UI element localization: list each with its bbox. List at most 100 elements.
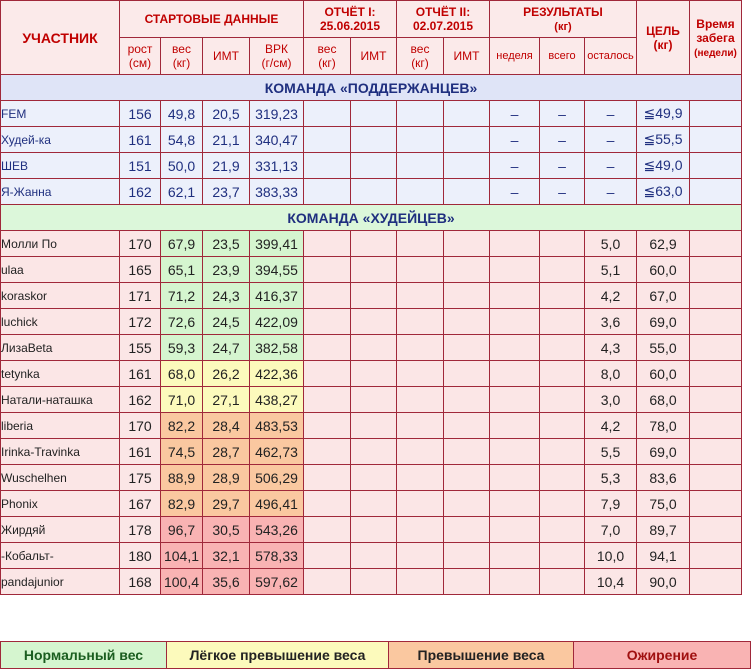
weight-cell: 100,4 xyxy=(160,568,203,595)
height-cell: 151 xyxy=(119,152,161,179)
vrk-cell: 496,41 xyxy=(249,490,304,517)
participant-name: liberia xyxy=(0,412,120,439)
table-row: koraskor 171 71,2 24,3 416,37 4,2 67,0 xyxy=(0,282,742,309)
weight-cell: 49,8 xyxy=(160,100,203,127)
weight-cell: 71,0 xyxy=(160,386,203,413)
report1-weight-cell xyxy=(303,126,351,153)
report1-weight-cell xyxy=(303,178,351,205)
weight-cell: 67,9 xyxy=(160,230,203,257)
weight-subheader: вес (кг) xyxy=(160,37,203,75)
bmi-cell: 30,5 xyxy=(202,516,250,543)
total-cell xyxy=(539,334,585,361)
time-cell xyxy=(689,126,742,153)
height-cell: 155 xyxy=(119,334,161,361)
weight-cell: 104,1 xyxy=(160,542,203,569)
participant-name: -Кобальт- xyxy=(0,542,120,569)
goal-cell: 90,0 xyxy=(636,568,690,595)
week-cell xyxy=(489,568,540,595)
height-cell: 165 xyxy=(119,256,161,283)
height-cell: 161 xyxy=(119,126,161,153)
total-cell xyxy=(539,438,585,465)
total-cell xyxy=(539,568,585,595)
left-cell: 5,1 xyxy=(584,256,637,283)
goal-cell: ≦49,0 xyxy=(636,152,690,179)
height-cell: 161 xyxy=(119,438,161,465)
report2-weight-cell xyxy=(396,516,444,543)
total-cell xyxy=(539,360,585,387)
left-cell: 5,5 xyxy=(584,438,637,465)
participant-name: Я-Жанна xyxy=(0,178,120,205)
week-cell xyxy=(489,282,540,309)
weight-cell: 62,1 xyxy=(160,178,203,205)
table-row: luchick 172 72,6 24,5 422,09 3,6 69,0 xyxy=(0,308,742,335)
report2-bmi-cell xyxy=(443,568,490,595)
left-cell: 3,0 xyxy=(584,386,637,413)
height-cell: 180 xyxy=(119,542,161,569)
height-cell: 167 xyxy=(119,490,161,517)
report2-weight-cell xyxy=(396,178,444,205)
weight-cell: 68,0 xyxy=(160,360,203,387)
week-cell xyxy=(489,256,540,283)
time-cell xyxy=(689,360,742,387)
week-cell xyxy=(489,412,540,439)
report1-bmi-cell xyxy=(350,126,397,153)
vrk-cell: 331,13 xyxy=(249,152,304,179)
week-cell xyxy=(489,490,540,517)
height-cell: 171 xyxy=(119,282,161,309)
total-cell xyxy=(539,542,585,569)
left-cell: 10,4 xyxy=(584,568,637,595)
bmi-cell: 24,7 xyxy=(202,334,250,361)
report1-bmi-cell xyxy=(350,308,397,335)
report1-bmi-cell xyxy=(350,360,397,387)
weight-cell: 96,7 xyxy=(160,516,203,543)
table-row: Irinka-Travinka 161 74,5 28,7 462,73 5,5 69,0 xyxy=(0,438,742,465)
left-cell: 10,0 xyxy=(584,542,637,569)
report2-weight-cell xyxy=(396,100,444,127)
left-cell: 4,3 xyxy=(584,334,637,361)
vrk-cell: 543,26 xyxy=(249,516,304,543)
participant-name: FEM xyxy=(0,100,120,127)
report2-weight-cell xyxy=(396,386,444,413)
report2-weight-cell xyxy=(396,308,444,335)
vrk-cell: 506,29 xyxy=(249,464,304,491)
report1-bmi-cell xyxy=(350,152,397,179)
goal-cell: 67,0 xyxy=(636,282,690,309)
week-cell xyxy=(489,334,540,361)
left-cell: 8,0 xyxy=(584,360,637,387)
bmi-cell: 27,1 xyxy=(202,386,250,413)
table-row: ШЕВ 151 50,0 21,9 331,13– – – ≦49,0 xyxy=(0,152,742,179)
weight-cell: 54,8 xyxy=(160,126,203,153)
time-cell xyxy=(689,542,742,569)
height-cell: 170 xyxy=(119,412,161,439)
report1-bmi-cell xyxy=(350,334,397,361)
total-cell xyxy=(539,516,585,543)
report2-bmi-cell xyxy=(443,100,490,127)
time-cell xyxy=(689,412,742,439)
total-cell xyxy=(539,256,585,283)
time-cell xyxy=(689,282,742,309)
report2-weight-cell xyxy=(396,126,444,153)
total-subheader: всего xyxy=(539,37,585,75)
weight-cell: 72,6 xyxy=(160,308,203,335)
participant-name: tetynka xyxy=(0,360,120,387)
participant-name: Натали-наташка xyxy=(0,386,120,413)
legend-over: Превышение веса xyxy=(388,641,574,669)
report1-weight-cell xyxy=(303,100,351,127)
table-row: ЛизаBeta 155 59,3 24,7 382,58 4,3 55,0 xyxy=(0,334,742,361)
total-cell: – xyxy=(539,178,585,205)
table-row: tetynka 161 68,0 26,2 422,36 8,0 60,0 xyxy=(0,360,742,387)
participant-name: koraskor xyxy=(0,282,120,309)
bmi-cell: 29,7 xyxy=(202,490,250,517)
bmi-cell: 20,5 xyxy=(202,100,250,127)
left-cell: 4,2 xyxy=(584,412,637,439)
goal-cell: 94,1 xyxy=(636,542,690,569)
bmi-cell: 28,9 xyxy=(202,464,250,491)
report2-weight-cell xyxy=(396,152,444,179)
left-subheader: осталось xyxy=(584,37,637,75)
vrk-cell: 462,73 xyxy=(249,438,304,465)
vrk-cell: 394,55 xyxy=(249,256,304,283)
weight-cell: 71,2 xyxy=(160,282,203,309)
bmi-cell: 24,3 xyxy=(202,282,250,309)
report2-bmi-cell xyxy=(443,412,490,439)
report2-bmi-cell xyxy=(443,438,490,465)
